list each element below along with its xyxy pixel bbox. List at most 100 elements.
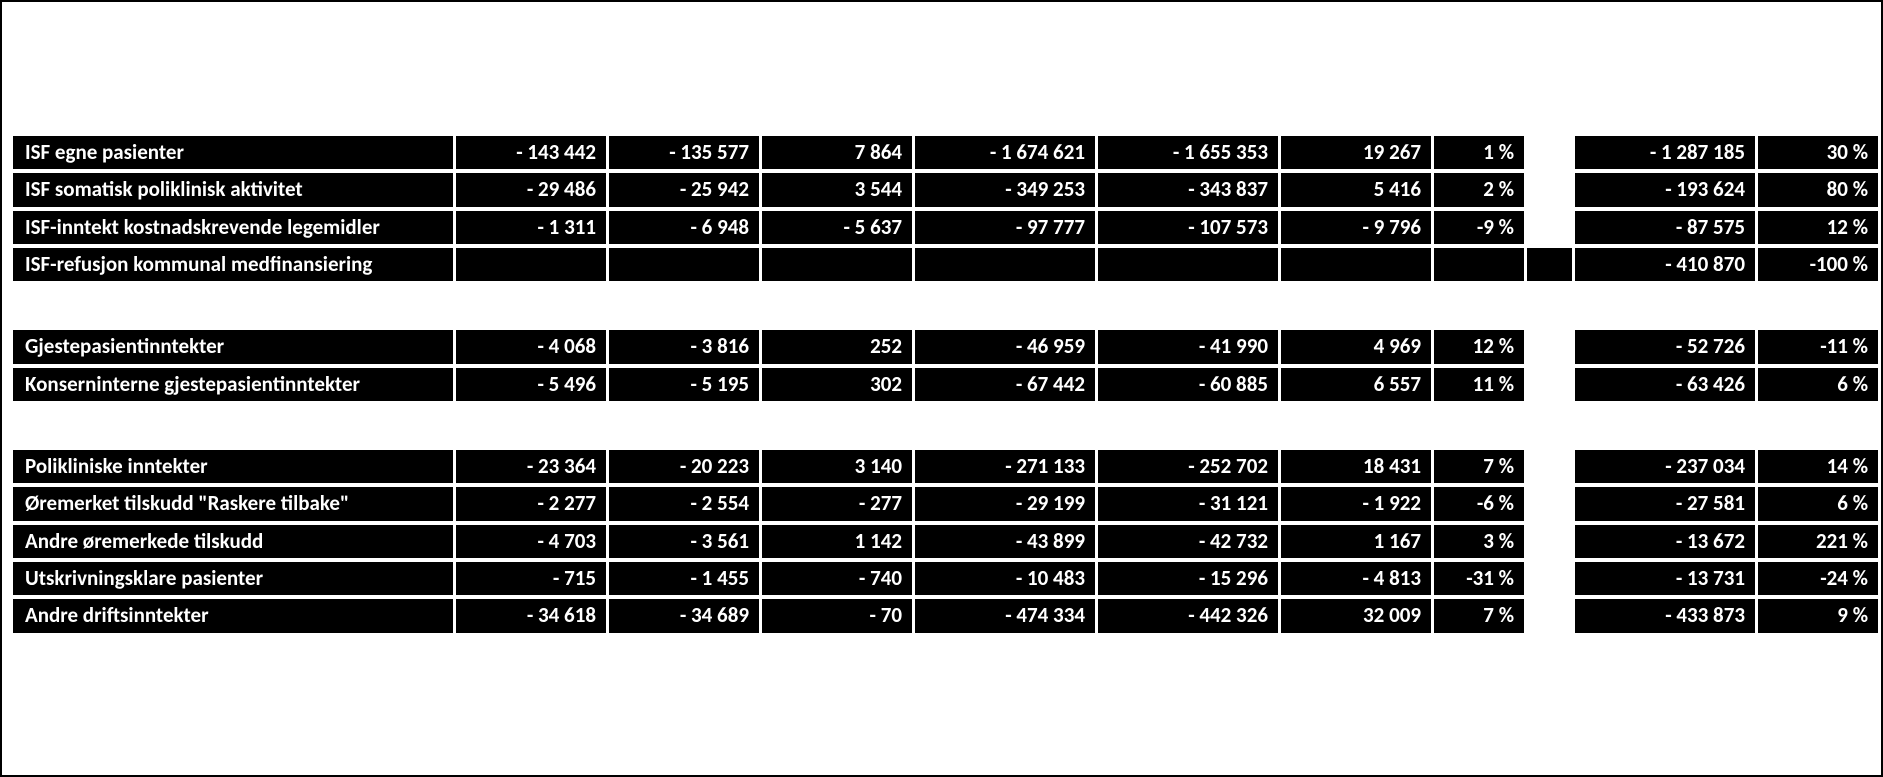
col-c1: - 2 277 — [456, 487, 606, 520]
col-prev-year-pct: -24 % — [1758, 562, 1878, 595]
column-gap — [1527, 136, 1572, 169]
col-prev-year: - 237 034 — [1575, 450, 1755, 483]
col-c6: 6 557 — [1281, 368, 1431, 401]
row-label: Øremerket tilskudd "Raskere tilbake" — [13, 487, 453, 520]
col-c1 — [456, 248, 606, 281]
col-c7: 12 % — [1434, 330, 1524, 363]
col-c2: - 1 455 — [609, 562, 759, 595]
col-c2: - 5 195 — [609, 368, 759, 401]
spacer-row — [13, 285, 1878, 326]
row-label: Andre øremerkede tilskudd — [13, 525, 453, 558]
table-row: ISF-refusjon kommunal medfinansiering - 4… — [13, 248, 1878, 281]
col-c7: 1 % — [1434, 136, 1524, 169]
col-c6: - 4 813 — [1281, 562, 1431, 595]
col-prev-year-pct: -100 % — [1758, 248, 1878, 281]
table-row: Utskrivningsklare pasienter- 715- 1 455-… — [13, 562, 1878, 595]
table-row: Polikliniske inntekter- 23 364- 20 2233 … — [13, 450, 1878, 483]
col-c6: - 1 922 — [1281, 487, 1431, 520]
col-c7 — [1434, 248, 1524, 281]
spacer-cell — [13, 405, 1878, 446]
col-c7: 11 % — [1434, 368, 1524, 401]
col-c6: 19 267 — [1281, 136, 1431, 169]
row-label: Konserninterne gjestepasientinntekter — [13, 368, 453, 401]
column-gap — [1527, 599, 1572, 632]
row-label: ISF egne pasienter — [13, 136, 453, 169]
col-prev-year-pct: 30 % — [1758, 136, 1878, 169]
col-c2: - 2 554 — [609, 487, 759, 520]
col-c7: 2 % — [1434, 173, 1524, 206]
row-label: Polikliniske inntekter — [13, 450, 453, 483]
col-c1: - 4 068 — [456, 330, 606, 363]
col-c2: - 34 689 — [609, 599, 759, 632]
row-label: ISF somatisk poliklinisk aktivitet — [13, 173, 453, 206]
col-c5 — [1098, 248, 1278, 281]
column-gap — [1527, 211, 1572, 244]
col-c5: - 15 296 — [1098, 562, 1278, 595]
row-label: Andre driftsinntekter — [13, 599, 453, 632]
col-c3: 3 140 — [762, 450, 912, 483]
col-c4: - 43 899 — [915, 525, 1095, 558]
col-c3: 7 864 — [762, 136, 912, 169]
col-c5: - 41 990 — [1098, 330, 1278, 363]
col-c6 — [1281, 248, 1431, 281]
col-c1: - 23 364 — [456, 450, 606, 483]
col-c3: - 277 — [762, 487, 912, 520]
col-c5: - 343 837 — [1098, 173, 1278, 206]
col-c3: 1 142 — [762, 525, 912, 558]
col-c6: 1 167 — [1281, 525, 1431, 558]
col-c2: - 25 942 — [609, 173, 759, 206]
col-c3: - 5 637 — [762, 211, 912, 244]
col-c2: - 20 223 — [609, 450, 759, 483]
table-row: Andre øremerkede tilskudd- 4 703- 3 5611… — [13, 525, 1878, 558]
col-c5: - 252 702 — [1098, 450, 1278, 483]
col-c4: - 29 199 — [915, 487, 1095, 520]
col-c4: - 67 442 — [915, 368, 1095, 401]
col-prev-year-pct: 221 % — [1758, 525, 1878, 558]
col-prev-year-pct: 6 % — [1758, 487, 1878, 520]
col-c7: 7 % — [1434, 599, 1524, 632]
col-c2: - 3 561 — [609, 525, 759, 558]
col-prev-year: - 52 726 — [1575, 330, 1755, 363]
col-c1: - 143 442 — [456, 136, 606, 169]
table-row: ISF egne pasienter- 143 442- 135 5777 86… — [13, 136, 1878, 169]
col-c5: - 42 732 — [1098, 525, 1278, 558]
report-frame: ISF egne pasienter- 143 442- 135 5777 86… — [0, 0, 1883, 777]
col-c5: - 31 121 — [1098, 487, 1278, 520]
col-c7: -6 % — [1434, 487, 1524, 520]
col-c6: 32 009 — [1281, 599, 1431, 632]
column-gap — [1527, 562, 1572, 595]
col-c6: - 9 796 — [1281, 211, 1431, 244]
col-c6: 18 431 — [1281, 450, 1431, 483]
col-c4: - 474 334 — [915, 599, 1095, 632]
row-label: ISF-refusjon kommunal medfinansiering — [13, 248, 453, 281]
col-prev-year-pct: 80 % — [1758, 173, 1878, 206]
col-c3: 302 — [762, 368, 912, 401]
col-c6: 5 416 — [1281, 173, 1431, 206]
col-prev-year-pct: 12 % — [1758, 211, 1878, 244]
col-c1: - 29 486 — [456, 173, 606, 206]
col-c4: - 271 133 — [915, 450, 1095, 483]
col-c2: - 6 948 — [609, 211, 759, 244]
income-table: ISF egne pasienter- 143 442- 135 5777 86… — [10, 132, 1881, 637]
col-c7: -31 % — [1434, 562, 1524, 595]
col-prev-year: - 1 287 185 — [1575, 136, 1755, 169]
row-label: ISF-inntekt kostnadskrevende legemidler — [13, 211, 453, 244]
col-prev-year: - 13 672 — [1575, 525, 1755, 558]
column-gap — [1527, 368, 1572, 401]
table-row: Gjestepasientinntekter- 4 068- 3 816252-… — [13, 330, 1878, 363]
col-prev-year-pct: 14 % — [1758, 450, 1878, 483]
col-c3: - 740 — [762, 562, 912, 595]
col-prev-year-pct: -11 % — [1758, 330, 1878, 363]
col-prev-year: - 410 870 — [1575, 248, 1755, 281]
col-c1: - 1 311 — [456, 211, 606, 244]
col-c4: - 1 674 621 — [915, 136, 1095, 169]
col-c4: - 10 483 — [915, 562, 1095, 595]
col-c3: 252 — [762, 330, 912, 363]
col-c7: 7 % — [1434, 450, 1524, 483]
col-prev-year-pct: 9 % — [1758, 599, 1878, 632]
col-c1: - 715 — [456, 562, 606, 595]
table-row: Øremerket tilskudd "Raskere tilbake"- 2 … — [13, 487, 1878, 520]
col-c3: 3 544 — [762, 173, 912, 206]
col-c5: - 60 885 — [1098, 368, 1278, 401]
column-gap — [1527, 487, 1572, 520]
